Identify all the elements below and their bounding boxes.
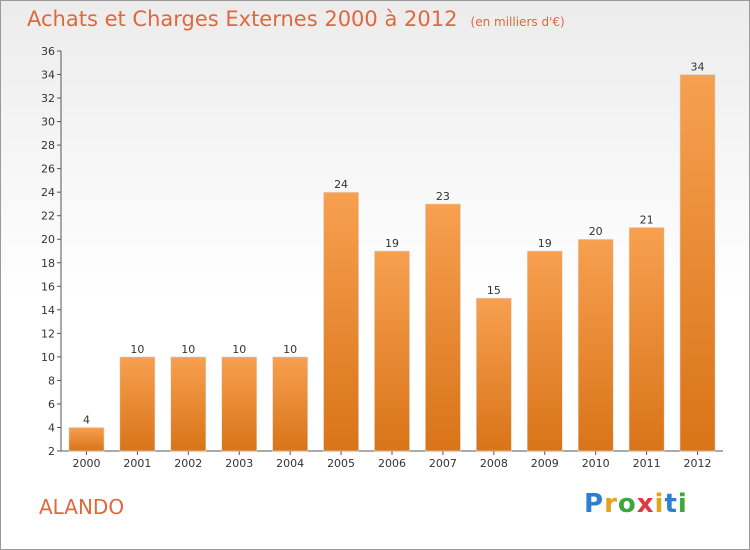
bar-2005 bbox=[323, 191, 359, 452]
x-tick-label-2012: 2012 bbox=[684, 457, 712, 470]
y-tick-label: 34 bbox=[41, 69, 55, 82]
data-labels: 4 10 10 10 10 24 19 23 15 19 20 21 34 bbox=[83, 61, 705, 427]
bar-2001 bbox=[119, 356, 156, 452]
x-tick-label-2004: 2004 bbox=[276, 457, 304, 470]
bar-2006 bbox=[374, 250, 410, 452]
y-tick-label: 24 bbox=[41, 186, 55, 199]
data-label-2000: 4 bbox=[83, 413, 90, 426]
chart-title: Achats et Charges Externes 2000 à 2012 bbox=[27, 7, 458, 31]
y-tick-label: 26 bbox=[41, 163, 55, 176]
bar-2009 bbox=[526, 250, 563, 452]
bar-2008 bbox=[475, 297, 512, 452]
x-tick-label-2002: 2002 bbox=[174, 457, 202, 470]
bars bbox=[68, 74, 716, 452]
y-tick-label: 12 bbox=[41, 327, 55, 340]
y-tick-label: 22 bbox=[41, 210, 55, 223]
bar-2011 bbox=[628, 227, 665, 452]
y-tick-label: 32 bbox=[41, 92, 55, 105]
y-tick-label: 28 bbox=[41, 139, 55, 152]
chart-unit-note: (en milliers d'€) bbox=[470, 15, 565, 29]
y-tick-label: 18 bbox=[41, 257, 55, 270]
y-tick-label: 2 bbox=[48, 445, 55, 458]
data-label-2003: 10 bbox=[232, 343, 246, 356]
x-tick-label-2008: 2008 bbox=[480, 457, 508, 470]
bar-2002 bbox=[170, 356, 207, 452]
x-tick-label-2011: 2011 bbox=[633, 457, 661, 470]
y-tick-label: 20 bbox=[41, 233, 55, 246]
y-tick-label: 30 bbox=[41, 116, 55, 129]
data-label-2009: 19 bbox=[538, 237, 552, 250]
y-tick-label: 8 bbox=[48, 374, 55, 387]
y-tick-label: 10 bbox=[41, 351, 55, 364]
data-label-2004: 10 bbox=[283, 343, 297, 356]
data-label-2001: 10 bbox=[130, 343, 144, 356]
data-label-2010: 20 bbox=[589, 225, 603, 238]
data-label-2012: 34 bbox=[691, 61, 705, 74]
data-label-2006: 19 bbox=[385, 237, 399, 250]
bar-2000 bbox=[68, 427, 105, 452]
x-tick-label-2010: 2010 bbox=[582, 457, 610, 470]
place-name: ALANDO bbox=[39, 495, 125, 519]
x-tick-label-2003: 2003 bbox=[225, 457, 253, 470]
brand-logo-letter: o bbox=[617, 489, 637, 519]
y-tick-label: 16 bbox=[41, 280, 55, 293]
data-label-2011: 21 bbox=[640, 213, 654, 226]
bar-2004 bbox=[272, 356, 309, 452]
x-tick-label-2006: 2006 bbox=[378, 457, 406, 470]
y-tick-label: 6 bbox=[48, 398, 55, 411]
brand-logo-letter: x bbox=[636, 489, 655, 519]
brand-logo-letter: i bbox=[677, 489, 688, 519]
bar-2010 bbox=[577, 238, 614, 452]
title-row: Achats et Charges Externes 2000 à 2012 (… bbox=[27, 7, 565, 31]
y-tick-label: 36 bbox=[41, 45, 55, 58]
x-tick-label-2007: 2007 bbox=[429, 457, 457, 470]
x-tick-label-2000: 2000 bbox=[72, 457, 100, 470]
bar-2012 bbox=[679, 74, 716, 452]
y-tick-label: 4 bbox=[48, 421, 55, 434]
y-tick-label: 14 bbox=[41, 304, 55, 317]
x-tick-label-2009: 2009 bbox=[531, 457, 559, 470]
brand-logo-letter: r bbox=[604, 489, 618, 519]
brand-logo-letter: i bbox=[654, 489, 665, 519]
brand-logo: Proxiti bbox=[584, 489, 688, 519]
data-label-2005: 24 bbox=[334, 178, 348, 191]
data-label-2007: 23 bbox=[436, 190, 450, 203]
x-tick-label-2001: 2001 bbox=[123, 457, 151, 470]
bar-2003 bbox=[221, 356, 258, 452]
x-tick-label-2005: 2005 bbox=[327, 457, 355, 470]
data-label-2008: 15 bbox=[487, 284, 501, 297]
bar-2007 bbox=[425, 203, 461, 452]
brand-logo-letter: t bbox=[664, 489, 678, 519]
data-label-2002: 10 bbox=[181, 343, 195, 356]
brand-logo-letter: P bbox=[584, 489, 605, 519]
